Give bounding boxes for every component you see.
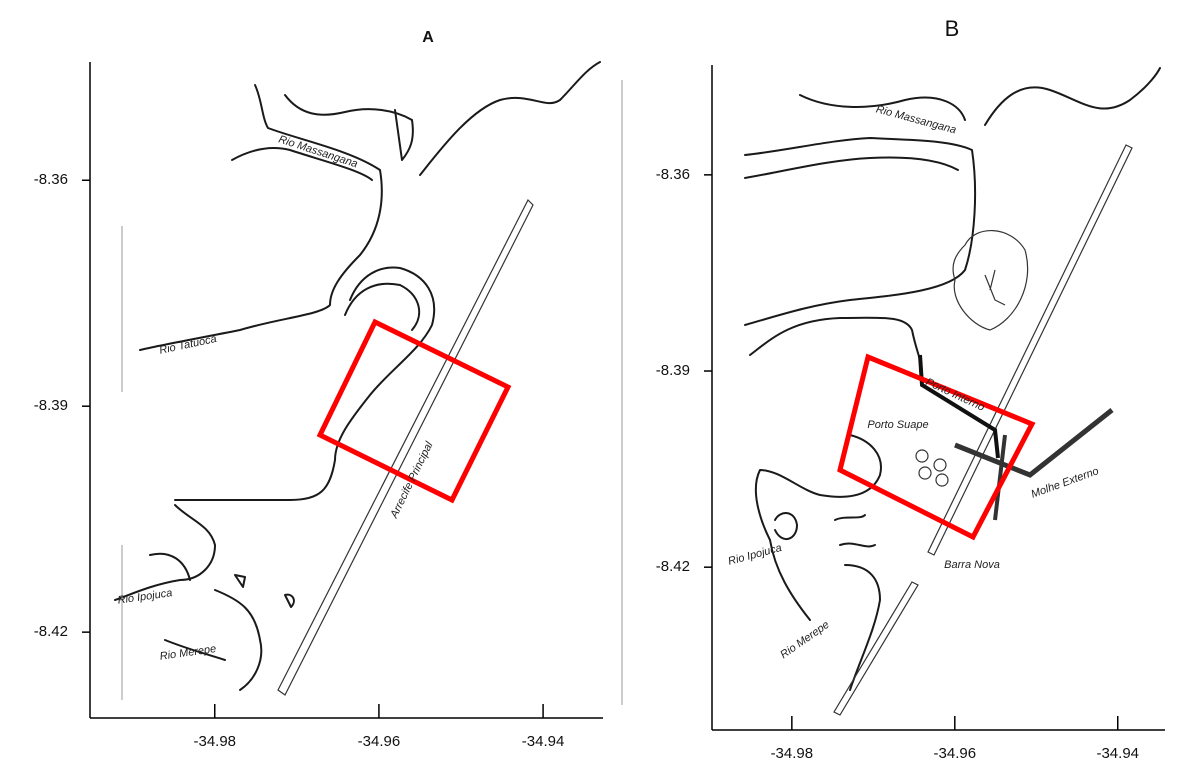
coastline <box>744 137 977 326</box>
x-tick-label: -34.96 <box>358 733 401 750</box>
island <box>918 466 932 480</box>
panel-a-map <box>114 61 623 705</box>
coastline <box>139 84 383 351</box>
coastline <box>231 147 373 181</box>
y-tick-label: -8.39 <box>656 362 690 379</box>
coastline <box>749 316 921 361</box>
place-label: Barra Nova <box>944 559 1000 571</box>
coastline <box>774 512 876 548</box>
place-label: Rio Tatuoca <box>158 333 218 357</box>
place-label: Rio Massangana <box>875 103 958 136</box>
x-tick-label: -34.96 <box>934 745 977 762</box>
reef <box>277 198 534 696</box>
lagoon <box>952 230 1029 331</box>
place-label: Porto Interno <box>924 376 987 414</box>
y-tick-label: -8.36 <box>34 171 68 188</box>
y-tick-label: -8.39 <box>34 397 68 414</box>
y-tick-label: -8.36 <box>656 166 690 183</box>
place-label: Rio Merepe <box>159 643 217 663</box>
coastline <box>744 156 959 179</box>
x-tick-label: -34.98 <box>193 733 236 750</box>
place-label: Rio Massangana <box>277 133 359 170</box>
coastline <box>149 552 263 691</box>
panel-title: A <box>422 29 434 46</box>
place-label: Rio Ipojuca <box>727 542 783 568</box>
x-tick-label: -34.98 <box>771 745 814 762</box>
reef <box>833 144 1133 716</box>
y-tick-label: -8.42 <box>34 623 68 640</box>
coastline <box>164 574 295 661</box>
coastline <box>284 94 414 161</box>
breakwater <box>993 434 1007 521</box>
coastline <box>344 282 421 331</box>
place-label: Rio Merepe <box>778 619 831 661</box>
panel-title: B <box>945 16 960 41</box>
x-tick-label: -34.94 <box>1096 745 1139 762</box>
island <box>915 449 929 463</box>
island <box>933 458 947 472</box>
coastline <box>754 434 882 621</box>
coastline <box>174 266 436 502</box>
breakwater <box>954 408 1114 478</box>
coastline <box>419 61 601 176</box>
porto-interno-channel <box>918 354 1000 459</box>
coastline <box>114 504 216 601</box>
place-label: Arrecife Principal <box>388 439 436 520</box>
coastline <box>799 67 1161 126</box>
study-area <box>837 353 1036 541</box>
island <box>935 473 949 487</box>
x-tick-label: -34.94 <box>522 733 565 750</box>
panel-b-map <box>744 67 1161 716</box>
coastline <box>844 564 881 691</box>
y-tick-label: -8.42 <box>656 558 690 575</box>
place-label: Molhe Externo <box>1030 465 1101 501</box>
study-area <box>316 318 512 504</box>
place-label: Porto Suape <box>867 419 928 431</box>
place-label: Rio Ipojuca <box>117 587 173 607</box>
